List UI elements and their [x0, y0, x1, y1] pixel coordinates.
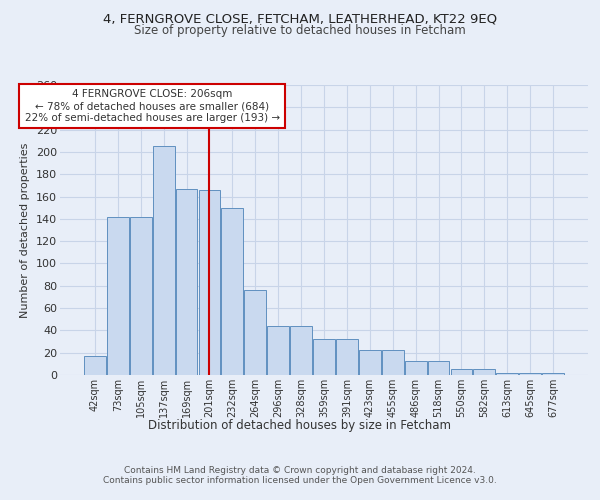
Bar	[428, 360, 449, 375]
Bar	[313, 340, 335, 375]
Bar	[130, 216, 152, 375]
Y-axis label: Number of detached properties: Number of detached properties	[20, 142, 31, 318]
Bar	[405, 360, 427, 375]
Bar	[496, 373, 518, 375]
Bar	[290, 326, 312, 375]
Text: Contains HM Land Registry data © Crown copyright and database right 2024.
Contai: Contains HM Land Registry data © Crown c…	[103, 466, 497, 485]
Text: 4 FERNGROVE CLOSE: 206sqm
← 78% of detached houses are smaller (684)
22% of semi: 4 FERNGROVE CLOSE: 206sqm ← 78% of detac…	[25, 90, 280, 122]
Bar	[336, 340, 358, 375]
Bar	[520, 373, 541, 375]
Bar	[359, 350, 381, 375]
Bar	[451, 370, 472, 375]
Bar	[267, 326, 289, 375]
Bar	[153, 146, 175, 375]
Bar	[382, 350, 404, 375]
Bar	[221, 208, 243, 375]
Bar	[244, 290, 266, 375]
Bar	[176, 188, 197, 375]
Text: 4, FERNGROVE CLOSE, FETCHAM, LEATHERHEAD, KT22 9EQ: 4, FERNGROVE CLOSE, FETCHAM, LEATHERHEAD…	[103, 12, 497, 26]
Bar	[473, 370, 495, 375]
Bar	[199, 190, 220, 375]
Text: Distribution of detached houses by size in Fetcham: Distribution of detached houses by size …	[149, 418, 452, 432]
Bar	[542, 373, 564, 375]
Bar	[84, 356, 106, 375]
Bar	[107, 216, 128, 375]
Text: Size of property relative to detached houses in Fetcham: Size of property relative to detached ho…	[134, 24, 466, 37]
